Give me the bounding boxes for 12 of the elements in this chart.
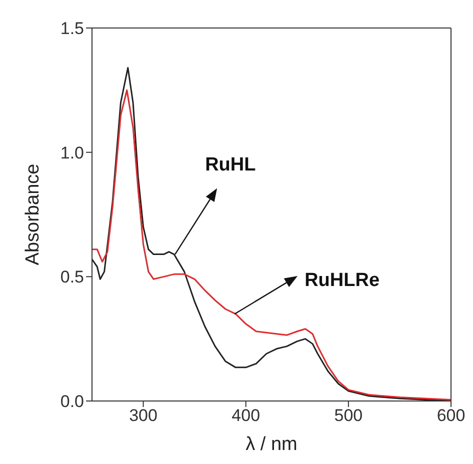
y-axis-title: Absorbance (22, 164, 44, 266)
x-tick-label: 300 (129, 406, 158, 426)
y-tick-label: 0.5 (60, 268, 84, 287)
x-tick-label: 500 (334, 406, 363, 426)
annotation: RuHL (205, 154, 256, 176)
x-tick-label: 400 (232, 406, 260, 426)
y-tick-label: 1.5 (60, 19, 84, 38)
annotation: RuHLRe (304, 270, 380, 291)
y-tick-label: 0.0 (60, 392, 84, 412)
y-tick-label: 1.0 (60, 143, 84, 162)
x-axis-title: λ / nm (246, 434, 298, 455)
x-tick-label: 600 (436, 406, 466, 426)
